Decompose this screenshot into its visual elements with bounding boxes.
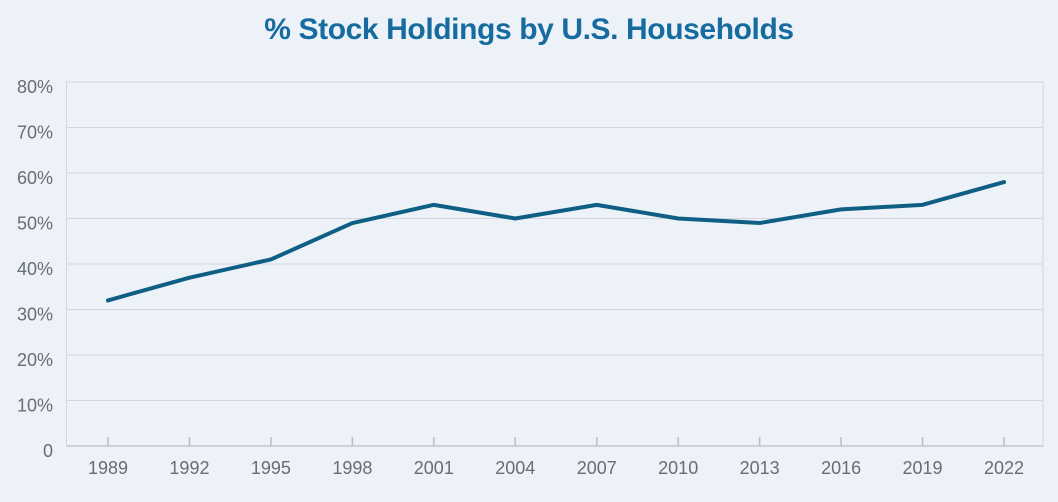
y-axis-label: 30% (17, 305, 53, 325)
y-axis-label: 20% (17, 350, 53, 370)
y-axis-label: 50% (17, 214, 53, 234)
y-axis-label: 0 (43, 441, 53, 461)
chart-title: % Stock Holdings by U.S. Households (264, 13, 794, 46)
x-axis-label: 1995 (251, 458, 291, 478)
x-axis-label: 2019 (903, 458, 943, 478)
x-axis-label: 2013 (740, 458, 780, 478)
y-axis-label: 10% (17, 396, 53, 416)
x-axis-label: 1992 (169, 458, 209, 478)
x-axis-label: 1998 (332, 458, 372, 478)
data-series-line (106, 180, 1006, 303)
x-axis-label: 2016 (821, 458, 861, 478)
y-axis-label: 60% (17, 168, 53, 188)
x-axis-label: 2010 (658, 458, 698, 478)
x-axis-label: 2001 (414, 458, 454, 478)
y-axis-label: 40% (17, 259, 53, 279)
x-axis-label: 1989 (88, 458, 128, 478)
y-axis-label: 70% (17, 123, 53, 143)
x-axis-label: 2004 (495, 458, 535, 478)
x-axis-label: 2007 (577, 458, 617, 478)
y-axis-label: 80% (17, 77, 53, 97)
x-axis-label: 2022 (984, 458, 1024, 478)
